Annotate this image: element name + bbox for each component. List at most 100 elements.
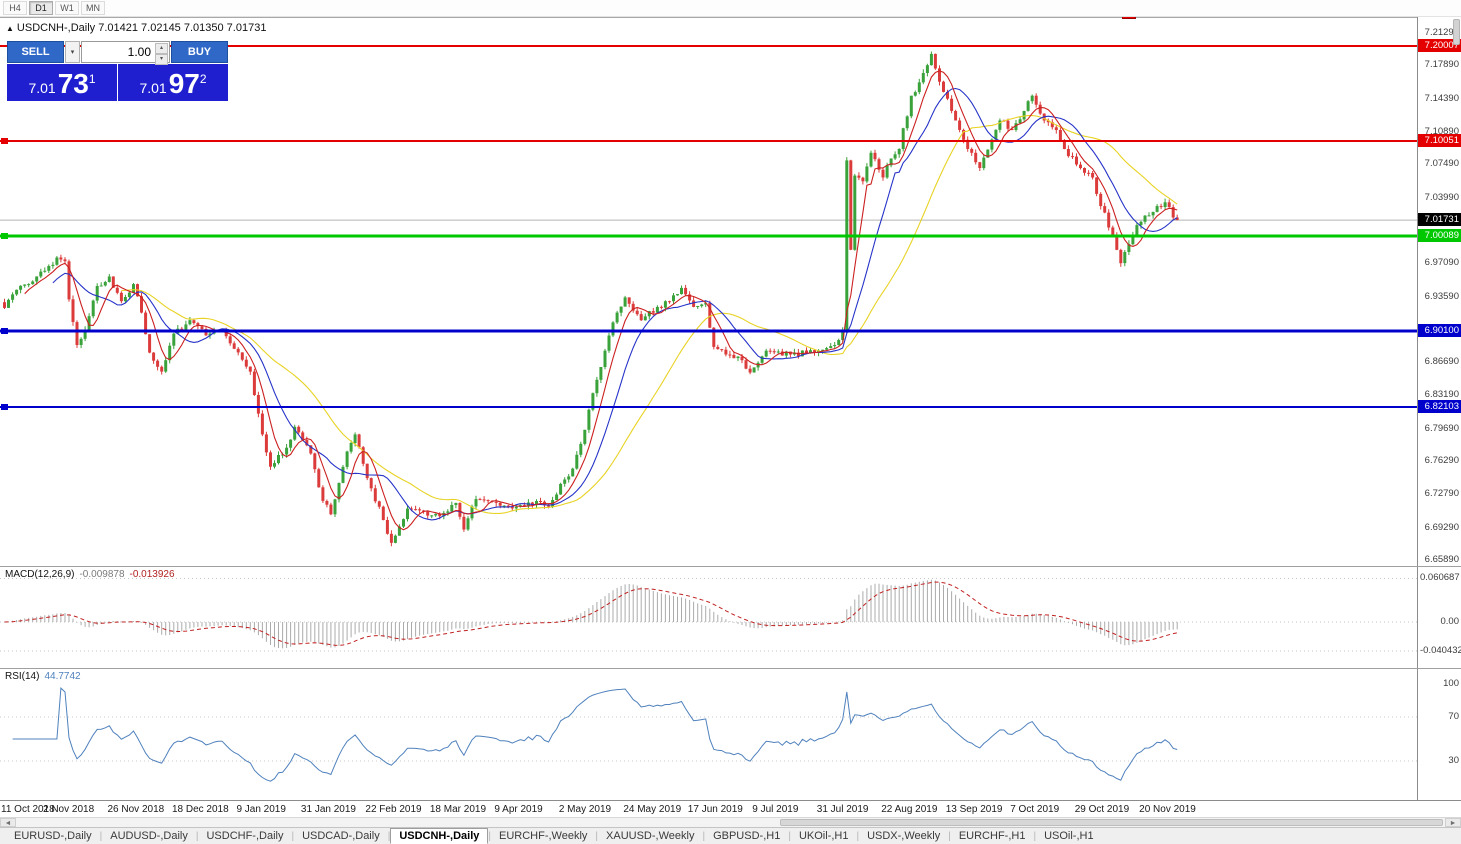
scale-tick-label: 0.060687: [1420, 572, 1460, 584]
scroll-left-arrow-icon[interactable]: ◄: [0, 818, 16, 827]
chart-tab-gbpusd-h1[interactable]: GBPUSD-,H1: [713, 830, 781, 842]
chart-tab-eurchf-weekly[interactable]: EURCHF-,Weekly: [499, 830, 588, 842]
date-label: 2 May 2019: [558, 804, 612, 815]
tab-separator: |: [595, 830, 599, 842]
candlestick-chart-canvas[interactable]: [0, 18, 1417, 567]
date-label: 7 Oct 2019: [1010, 804, 1060, 815]
sell-price-prefix: 7.01: [28, 80, 56, 96]
tab-separator: |: [856, 830, 860, 842]
scale-tick-label: 6.93590: [1424, 290, 1459, 302]
date-label: 18 Dec 2018: [171, 804, 229, 815]
chart-tab-usdx-weekly[interactable]: USDX-,Weekly: [867, 830, 941, 842]
price-level-label: 6.82103: [1418, 399, 1461, 413]
scale-tick-label: 6.83190: [1424, 389, 1459, 401]
timeframe-button-d1[interactable]: D1: [29, 1, 53, 15]
scale-tick-label: 7.07490: [1424, 158, 1459, 170]
tab-separator: |: [488, 830, 491, 842]
price-level-label: 7.00089: [1418, 228, 1461, 242]
buy-price-prefix: 7.01: [139, 80, 167, 96]
chart-tab-usdchf-daily[interactable]: USDCHF-,Daily: [206, 830, 284, 842]
volume-input[interactable]: [82, 42, 169, 62]
scale-tick-label: 6.65890: [1424, 554, 1459, 565]
scroll-right-arrow-icon[interactable]: ►: [1445, 818, 1461, 827]
chart-tab-usoil-h1[interactable]: USOil-,H1: [1044, 830, 1094, 842]
scale-tick-label: 6.97090: [1424, 257, 1459, 269]
buy-price-pip: 2: [199, 72, 207, 86]
rsi-indicator-panel[interactable]: RSI(14) 44.7742: [0, 668, 1417, 800]
date-label: 18 Mar 2019: [429, 804, 487, 815]
date-label: 9 Apr 2019: [494, 804, 543, 815]
timeframe-button-h4[interactable]: H4: [3, 1, 27, 15]
panel-separator[interactable]: [0, 668, 1461, 669]
timeframe-toolbar: H4 D1 W1 MN: [0, 0, 1461, 17]
date-label: 20 Nov 2019: [1139, 804, 1196, 815]
rsi-label: RSI(14) 44.7742: [5, 671, 81, 682]
date-axis[interactable]: 11 Oct 2018 2 Nov 2018 26 Nov 2018 18 Dec 2…: [0, 800, 1461, 817]
date-label: 22 Aug 2019: [881, 804, 938, 815]
rsi-chart-canvas[interactable]: [0, 668, 1417, 800]
tab-separator: |: [702, 830, 706, 842]
collapse-icon[interactable]: ▲: [6, 24, 14, 33]
date-label: 17 Jun 2019: [687, 804, 743, 815]
volume-dropdown-button[interactable]: ▾: [65, 41, 80, 63]
chart-tab-eurusd-daily[interactable]: EURUSD-,Daily: [14, 830, 92, 842]
date-label: 24 May 2019: [623, 804, 682, 815]
chart-tab-xauusd-weekly[interactable]: XAUUSD-,Weekly: [606, 830, 695, 842]
chart-tab-ukoil-h1[interactable]: UKOil-,H1: [798, 830, 849, 842]
panel-separator[interactable]: [0, 566, 1461, 567]
chart-tab-eurchf-h1[interactable]: EURCHF-,H1: [958, 830, 1026, 842]
timeframe-button-mn[interactable]: MN: [81, 1, 105, 15]
chart-tab-usdcnh-daily[interactable]: USDCNH-,Daily: [390, 828, 489, 844]
chart-tab-audusd-daily[interactable]: AUDUSD-,Daily: [110, 830, 188, 842]
chart-tab-bar: EURUSD-,Daily | AUDUSD-,Daily | USDCHF-,Dail…: [0, 827, 1461, 844]
vertical-scrollbar-thumb[interactable]: [1453, 19, 1460, 45]
chart-tab-usdcad-daily[interactable]: USDCAD-,Daily: [302, 830, 380, 842]
date-label: 31 Jan 2019: [300, 804, 356, 815]
date-label: 13 Sep 2019: [945, 804, 1003, 815]
chevron-down-icon: ▾: [70, 49, 75, 56]
date-label: 31 Jul 2019: [816, 804, 869, 815]
rsi-value: 44.7742: [44, 671, 81, 682]
rsi-name: RSI(14): [5, 671, 40, 682]
volume-increase-button[interactable]: ▴: [155, 43, 168, 54]
scale-tick-label: 100: [1443, 678, 1459, 689]
scale-tick-label: 7.14390: [1424, 92, 1459, 104]
macd-main-value: -0.009878: [79, 569, 125, 580]
scale-tick-label: 70: [1448, 711, 1459, 722]
tab-separator: |: [1033, 830, 1037, 842]
macd-label: MACD(12,26,9) -0.009878 -0.013926: [5, 569, 175, 580]
volume-decrease-button[interactable]: ▾: [155, 54, 168, 65]
sell-price-button[interactable]: 7.01 73 1: [7, 64, 117, 101]
buy-price-button[interactable]: 7.01 97 2: [118, 64, 228, 101]
tab-separator: |: [195, 830, 199, 842]
price-level-label: 7.20007: [1418, 39, 1461, 53]
date-label: 29 Oct 2019: [1074, 804, 1130, 815]
price-scale-axis[interactable]: 7.21290 7.17890 7.14390 7.10890 7.07490 7.039…: [1417, 17, 1461, 800]
macd-indicator-panel[interactable]: MACD(12,26,9) -0.009878 -0.013926: [0, 566, 1417, 668]
date-label: 22 Feb 2019: [365, 804, 422, 815]
scale-tick-label: 6.76290: [1424, 455, 1459, 467]
tab-separator: |: [948, 830, 951, 842]
tab-separator: |: [99, 830, 103, 842]
sell-button[interactable]: SELL: [7, 41, 64, 63]
macd-chart-canvas[interactable]: [0, 566, 1417, 668]
date-label: 11 Oct 2018: [1, 804, 55, 815]
tab-separator: |: [387, 830, 391, 842]
volume-field: ▴ ▾: [81, 41, 170, 65]
buy-button[interactable]: BUY: [171, 41, 228, 63]
scale-tick-label: 6.86690: [1424, 356, 1459, 368]
scale-tick-label: 7.17890: [1424, 59, 1459, 71]
sell-price-pip: 1: [88, 72, 96, 86]
scale-tick-label: 0.00: [1440, 616, 1460, 627]
tab-separator: |: [788, 830, 791, 842]
price-chart[interactable]: [0, 17, 1417, 566]
macd-name: MACD(12,26,9): [5, 569, 75, 580]
date-label: 9 Jul 2019: [752, 804, 799, 815]
scale-tick-label: -0.040432: [1420, 645, 1461, 657]
horizontal-scrollbar-thumb[interactable]: [780, 819, 1443, 826]
date-label: 26 Nov 2018: [107, 804, 165, 815]
macd-signal-value: -0.013926: [129, 569, 175, 580]
timeframe-button-w1[interactable]: W1: [55, 1, 79, 15]
horizontal-scrollbar[interactable]: ◄ ►: [0, 817, 1461, 827]
